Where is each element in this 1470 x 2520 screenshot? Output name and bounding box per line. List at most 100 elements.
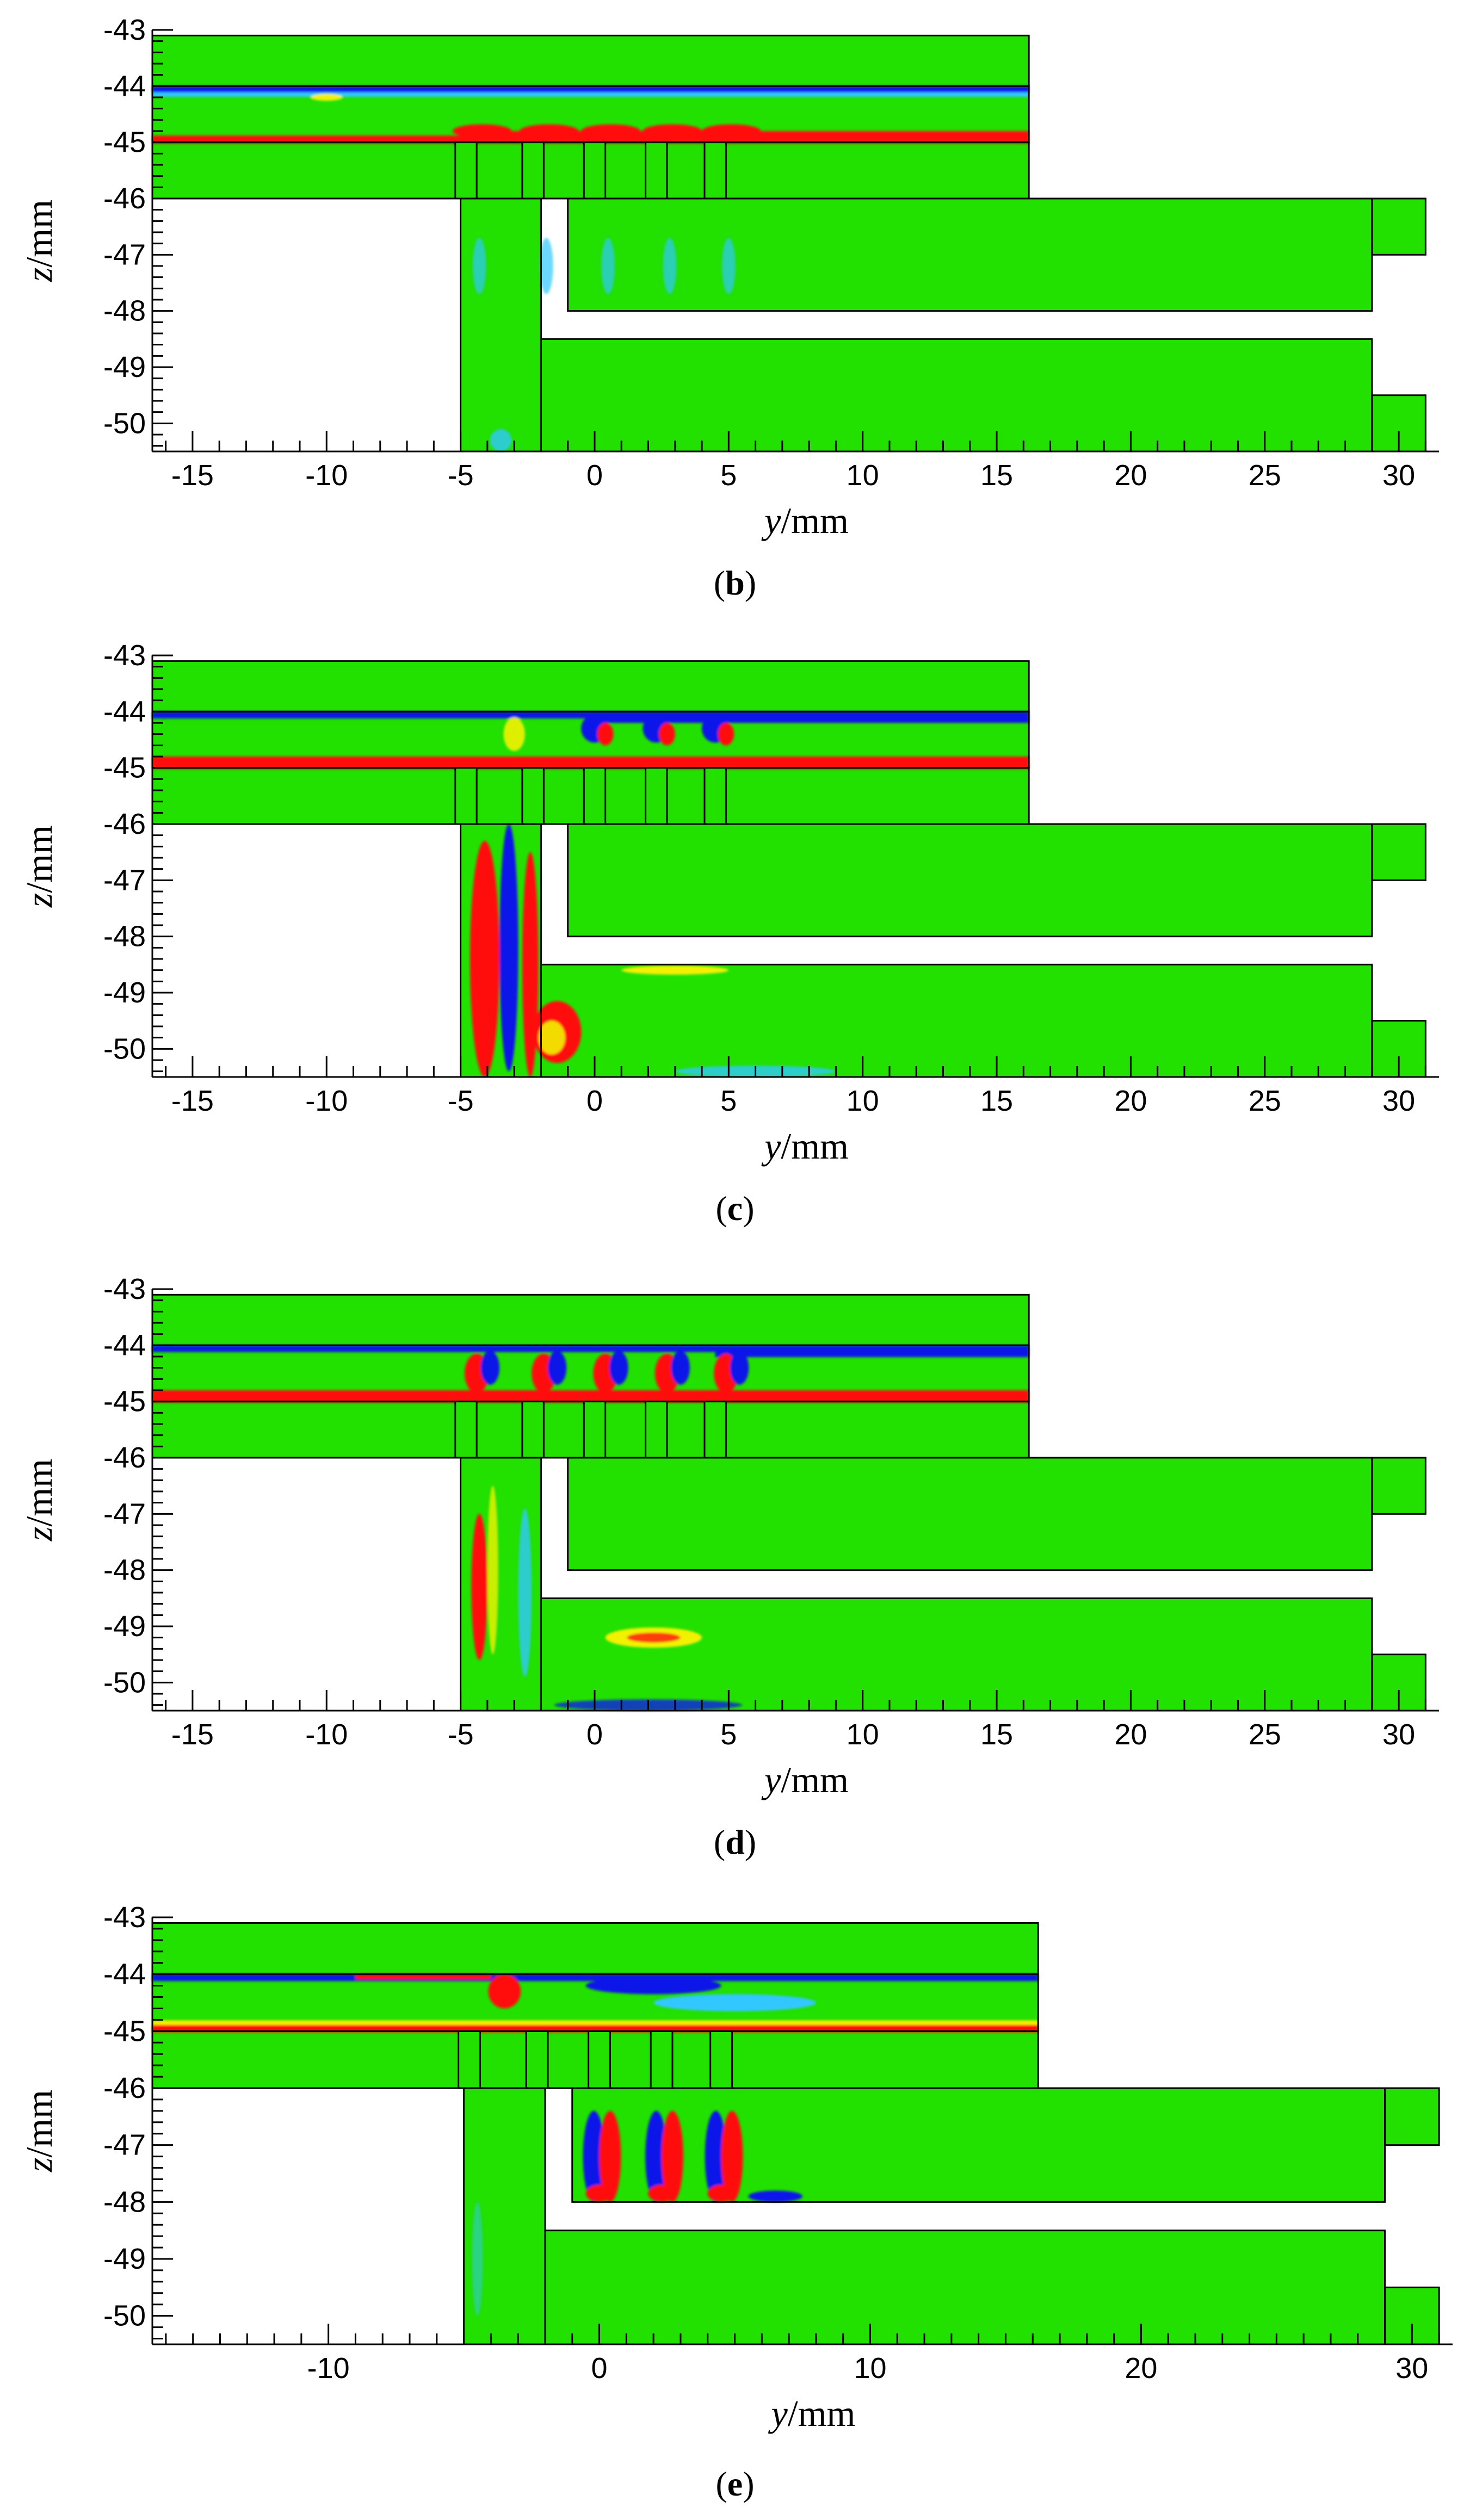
- y-tick-label: -43: [103, 1904, 146, 1934]
- y-tick-label: -43: [103, 16, 146, 46]
- feed-channel-region: [545, 2230, 1385, 2344]
- contour-blob: [452, 124, 512, 138]
- film-hole: [583, 767, 607, 825]
- contour-blob: [599, 2110, 621, 2202]
- outlet-step-outline: [1371, 1457, 1426, 1515]
- y-tick-label: -44: [103, 695, 146, 728]
- contour-band: [355, 1973, 491, 1980]
- contour-band: [152, 92, 1029, 97]
- contour-blob: [547, 1351, 567, 1385]
- y-tick-label: -45: [103, 752, 146, 784]
- contour-blob: [645, 2110, 668, 2202]
- y-axis-title: z/mm: [18, 1459, 60, 1541]
- x-tick-label: 25: [1249, 1718, 1281, 1751]
- contour-blob: [520, 124, 579, 138]
- contour-band: [152, 1395, 1029, 1403]
- contour-blob: [488, 1974, 521, 2009]
- outlet-step-region: [1372, 1458, 1426, 1514]
- x-tick-label: 15: [980, 1085, 1013, 1117]
- y-tick-label: -50: [103, 1666, 146, 1699]
- contour-blob: [659, 723, 675, 746]
- contour-plot-e: -10 0 10 20 30 -43 -44 -45 -46 -47 -48 -49 -50 y/mm z/…: [18, 1904, 1453, 2434]
- contour-plot-d: -15 -10 -5 0 5 10 15 20 25 30-43-44-45-46-47-48-4…: [18, 1276, 1439, 1800]
- y-tick-label: -44: [103, 1958, 146, 1991]
- panel-d: -15 -10 -5 0 5 10 15 20 25 30 -43 -44 -45 -46 -47 -48 -4…: [0, 1276, 1470, 1885]
- contour-blob: [702, 124, 761, 138]
- contour-blob: [539, 238, 553, 294]
- contour-band: [152, 86, 1029, 93]
- outlet-step-region: [1372, 199, 1426, 255]
- contour-blob: [499, 824, 518, 1072]
- y-tick-label: -45: [103, 1385, 146, 1418]
- contour-blob: [748, 2190, 803, 2202]
- panel-c: -15 -10 -5 0 5 10 15 20 25 30 -43 -44 -45 -46 -47 -48 -4…: [0, 642, 1470, 1251]
- x-tick-label: 0: [591, 2352, 608, 2385]
- y-tick-label: -46: [103, 2072, 146, 2104]
- panel-label: (c): [715, 1189, 755, 1228]
- y-axis-title: z/mm: [18, 2090, 60, 2172]
- contour-blob: [609, 1351, 628, 1385]
- contour-blob: [718, 723, 734, 746]
- y-tick-label: -44: [103, 70, 146, 102]
- contour-band: [152, 2024, 1039, 2033]
- flow-field: [152, 661, 1426, 1077]
- panel-label: (d): [713, 1823, 757, 1861]
- contour-features: [152, 711, 1029, 1077]
- x-tick-label: 10: [847, 1085, 879, 1117]
- y-tick-label: -47: [103, 864, 146, 896]
- contour-blob: [663, 238, 677, 294]
- contour-features: [152, 86, 1029, 451]
- outlet-channel-region: [567, 824, 1372, 937]
- contour-blob: [705, 2110, 727, 2202]
- contour-blob: [581, 124, 640, 138]
- outlet-channel-region: [572, 2088, 1385, 2202]
- y-axis-title: z/mm: [18, 825, 60, 908]
- x-tick-label: 15: [980, 459, 1013, 492]
- x-tick-label: 5: [720, 1085, 737, 1117]
- flow-field: [152, 1923, 1440, 2344]
- x-axis-title: y/mm: [768, 2393, 856, 2434]
- film-hole: [645, 141, 668, 200]
- x-tick-label: -10: [305, 1085, 348, 1117]
- y-tick-label: -45: [103, 2015, 146, 2047]
- contour-blob: [648, 2184, 675, 2202]
- contour-blob: [503, 717, 525, 751]
- contour-band: [152, 2020, 1039, 2025]
- panel-e: -10 0 10 20 30 -43 -44 -45 -46 -47 -48 -49 -50 y/mm z/…: [0, 1904, 1470, 2513]
- contour-blob: [583, 2110, 605, 2202]
- axes: -10 0 10 20 30 -43 -44 -45 -46 -47 -48 -49 -50 y/mm z/…: [18, 1904, 1453, 2434]
- contour-blob: [621, 965, 729, 975]
- contour-features: [152, 1345, 1029, 1711]
- upper-plate-region: [152, 35, 1029, 86]
- x-tick-label: 25: [1249, 1085, 1281, 1117]
- contour-blob: [730, 1351, 749, 1385]
- x-tick-label: 5: [720, 1718, 737, 1751]
- x-tick-label: 20: [1114, 459, 1147, 492]
- axes: -15 -10 -5 0 5 10 15 20 25 30-43-44-45-46-47-48-4…: [18, 642, 1439, 1167]
- x-tick-label: -10: [307, 2352, 350, 2385]
- x-tick-label: 15: [980, 1718, 1013, 1751]
- contour-blob: [722, 238, 736, 294]
- x-tick-label: 30: [1395, 2352, 1428, 2385]
- y-tick-label: -43: [103, 1276, 146, 1305]
- contour-band: [152, 1345, 1029, 1352]
- contour-band: [594, 717, 1029, 723]
- x-tick-label: 0: [586, 1085, 603, 1117]
- x-tick-label: 0: [586, 1718, 603, 1751]
- contour-blob: [707, 2184, 735, 2202]
- feed-channel-region: [541, 1598, 1372, 1711]
- contour-band: [152, 711, 1029, 719]
- x-tick-label: -10: [305, 1718, 348, 1751]
- y-tick-label: -48: [103, 2185, 146, 2218]
- x-tick-label: 20: [1114, 1085, 1147, 1117]
- film-hole: [703, 1401, 727, 1459]
- panel-b: -15 -10 -5 0 5 10 15 20 25 30 -43 -44 -45 -46 -47 -48 -4…: [0, 16, 1470, 626]
- contour-blob: [662, 2110, 683, 2202]
- x-axis-title: y/mm: [761, 1125, 849, 1167]
- x-axis-title: y/mm: [761, 1759, 849, 1800]
- x-tick-label: 30: [1382, 459, 1415, 492]
- y-tick-label: -44: [103, 1329, 146, 1361]
- y-tick-label: -49: [103, 976, 146, 1009]
- y-tick-label: -47: [103, 2129, 146, 2162]
- y-tick-label: -48: [103, 295, 146, 327]
